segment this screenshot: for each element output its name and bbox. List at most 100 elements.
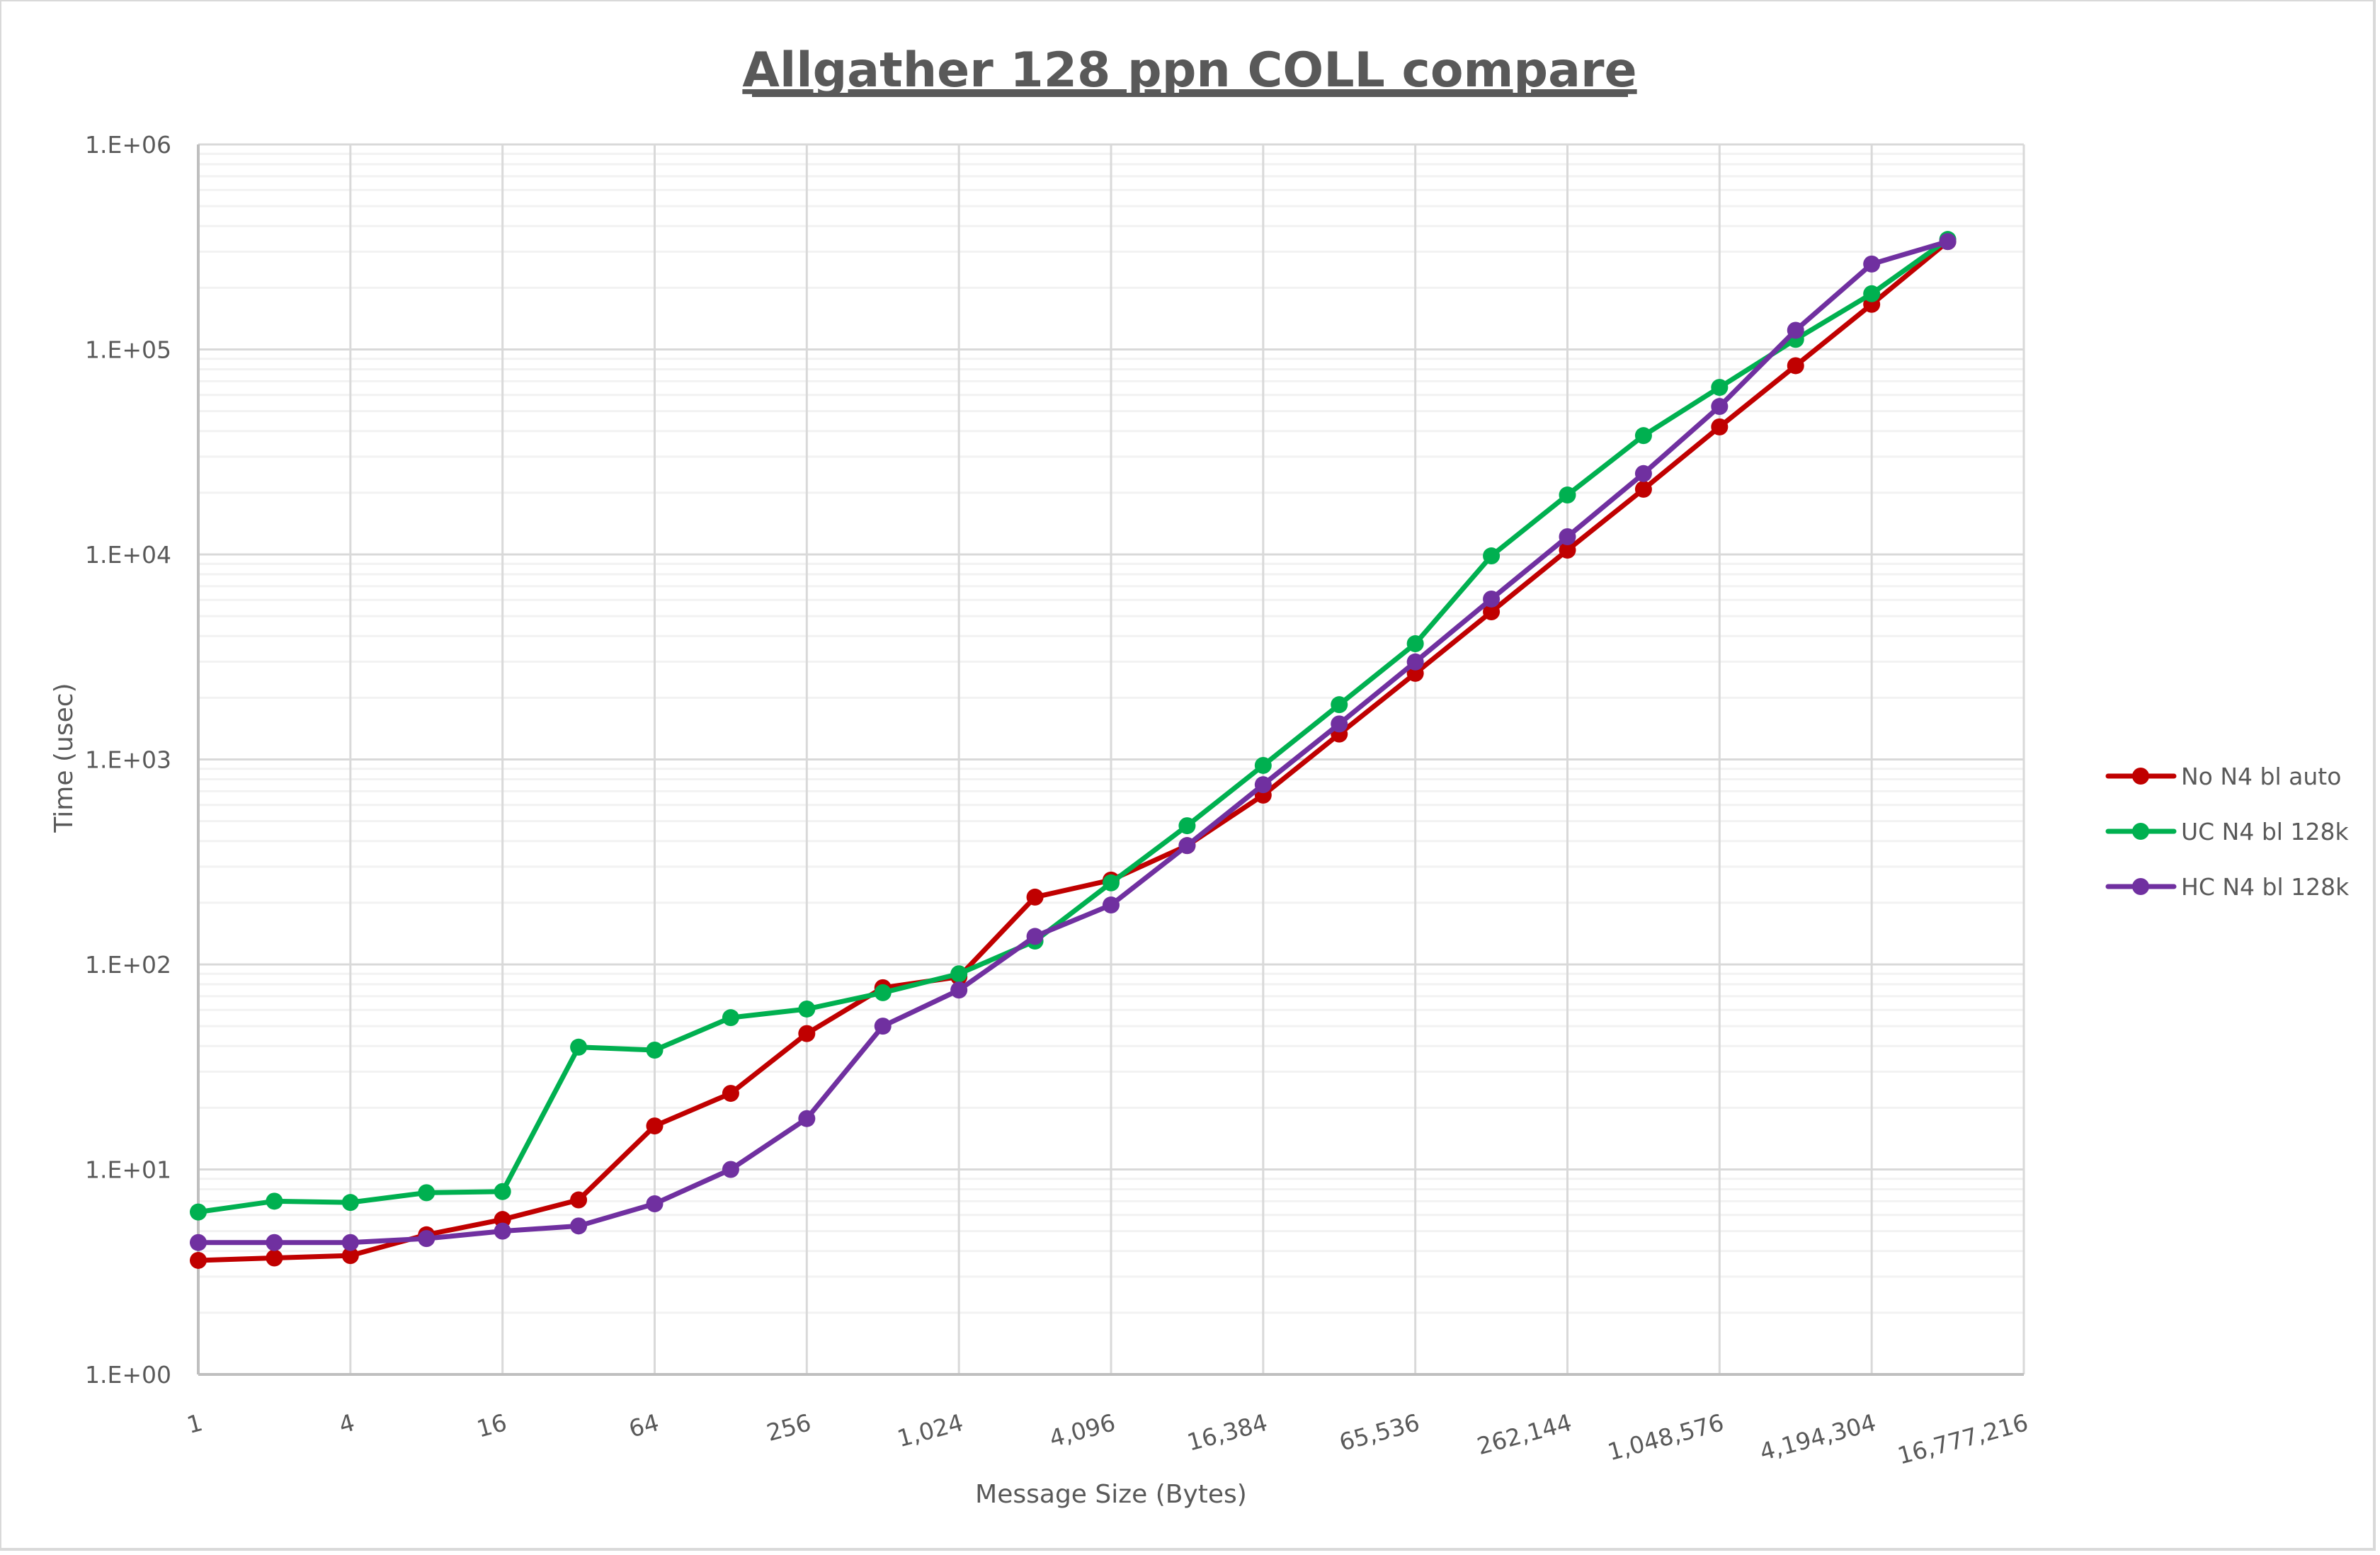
- series-line: [198, 237, 1949, 1215]
- legend-marker-icon: [2132, 768, 2149, 785]
- data-point-marker: [418, 1184, 435, 1202]
- data-point-marker: [570, 1217, 588, 1235]
- x-tick-label: 16: [474, 1408, 510, 1443]
- data-point-marker: [1711, 418, 1729, 435]
- data-point-marker: [1711, 398, 1729, 416]
- data-point-marker: [1863, 255, 1881, 273]
- data-point-marker: [1939, 233, 1957, 251]
- data-point-marker: [1331, 715, 1348, 733]
- x-tick-label: 1: [184, 1408, 205, 1439]
- data-point-marker: [1787, 321, 1804, 339]
- x-tick-label: 1,048,576: [1605, 1408, 1726, 1466]
- data-point-marker: [798, 1025, 816, 1042]
- data-point-marker: [190, 1203, 207, 1221]
- data-point-marker: [1559, 541, 1576, 559]
- data-point-marker: [570, 1038, 588, 1056]
- data-point-marker: [1331, 696, 1348, 714]
- data-point-marker: [1863, 285, 1881, 302]
- data-point-marker: [646, 1195, 664, 1212]
- data-point-marker: [341, 1194, 359, 1212]
- chart-title: Allgather 128 ppn COLL compare: [742, 42, 1636, 98]
- data-point-marker: [1559, 486, 1576, 504]
- y-tick-label: 1.E+05: [85, 336, 171, 364]
- data-point-marker: [1634, 427, 1652, 445]
- data-point-marker: [798, 1110, 816, 1127]
- data-point-marker: [266, 1249, 283, 1267]
- data-point-marker: [798, 1000, 816, 1018]
- x-tick-label: 64: [626, 1408, 662, 1443]
- data-point-marker: [341, 1247, 359, 1265]
- data-point-marker: [1103, 874, 1120, 892]
- data-point-marker: [1559, 528, 1576, 545]
- x-tick-label: 16,777,216: [1894, 1408, 2031, 1470]
- series-line: [198, 239, 1949, 1246]
- x-axis-title: Message Size (Bytes): [975, 1480, 1247, 1509]
- series-line: [198, 239, 1949, 1263]
- plot-series: [190, 231, 1957, 1269]
- y-tick-label: 1.E+06: [85, 131, 171, 159]
- y-tick-label: 1.E+03: [85, 746, 171, 774]
- data-point-marker: [1483, 590, 1501, 608]
- data-point-marker: [190, 1234, 207, 1251]
- data-point-marker: [494, 1183, 511, 1200]
- data-point-marker: [722, 1161, 739, 1178]
- data-point-marker: [722, 1085, 739, 1103]
- x-axis-tick-labels: 1 4 16 64 256 1,024 4,096 16,384 65,536 262,144 1,…: [184, 1408, 2031, 1470]
- legend-item: No N4 bl auto: [2105, 763, 2341, 790]
- legend-item: HC N4 bl 128k: [2105, 873, 2350, 901]
- legend-item: UC N4 bl 128k: [2105, 818, 2349, 845]
- x-tick-label: 256: [763, 1408, 814, 1447]
- data-point-marker: [418, 1230, 435, 1248]
- data-point-marker: [1483, 603, 1501, 621]
- series-no-n4-bl-auto: [190, 233, 1957, 1269]
- data-point-marker: [1483, 547, 1501, 565]
- y-tick-label: 1.E+01: [85, 1156, 171, 1184]
- data-point-marker: [874, 1018, 892, 1035]
- data-point-marker: [1634, 480, 1652, 498]
- legend-marker-icon: [2132, 878, 2149, 895]
- legend: No N4 bl auto UC N4 bl 128k HC N4 bl 128k: [2105, 763, 2350, 901]
- data-point-marker: [1634, 465, 1652, 482]
- data-point-marker: [1254, 776, 1272, 794]
- data-point-marker: [1178, 837, 1196, 855]
- x-tick-label: 16,384: [1184, 1408, 1270, 1457]
- y-axis-tick-labels: 1.E+00 1.E+01 1.E+02 1.E+03 1.E+04 1.E+05 1.E+…: [85, 131, 171, 1389]
- y-tick-label: 1.E+04: [85, 541, 171, 569]
- legend-label: UC N4 bl 128k: [2181, 818, 2349, 845]
- data-point-marker: [646, 1117, 664, 1135]
- data-point-marker: [1711, 379, 1729, 397]
- data-point-marker: [266, 1192, 283, 1210]
- series-hc-n4-bl-128k: [190, 233, 1957, 1251]
- y-axis-title: Time (usec): [50, 683, 79, 833]
- legend-label: HC N4 bl 128k: [2181, 873, 2350, 901]
- x-tick-label: 4,096: [1047, 1408, 1118, 1452]
- x-tick-label: 65,536: [1336, 1408, 1423, 1457]
- x-tick-label: 4: [336, 1408, 358, 1439]
- x-tick-label: 4,194,304: [1757, 1408, 1879, 1466]
- data-point-marker: [722, 1009, 739, 1027]
- x-tick-label: 1,024: [894, 1408, 966, 1452]
- data-point-marker: [1103, 896, 1120, 914]
- data-point-marker: [1178, 817, 1196, 835]
- data-point-marker: [646, 1041, 664, 1059]
- data-point-marker: [1787, 357, 1804, 375]
- data-point-marker: [1026, 928, 1044, 945]
- y-tick-label: 1.E+00: [85, 1361, 171, 1389]
- data-point-marker: [950, 965, 968, 983]
- y-tick-label: 1.E+02: [85, 951, 171, 979]
- data-point-marker: [1254, 756, 1272, 774]
- major-gridlines: [197, 143, 2025, 1376]
- data-point-marker: [1406, 635, 1424, 653]
- data-point-marker: [1406, 653, 1424, 671]
- data-point-marker: [341, 1234, 359, 1251]
- data-point-marker: [570, 1191, 588, 1209]
- x-tick-label: 262,144: [1474, 1408, 1575, 1460]
- data-point-marker: [494, 1222, 511, 1240]
- data-point-marker: [190, 1251, 207, 1269]
- data-point-marker: [1026, 888, 1044, 906]
- data-point-marker: [874, 984, 892, 1001]
- data-point-marker: [266, 1234, 283, 1251]
- legend-marker-icon: [2132, 823, 2149, 840]
